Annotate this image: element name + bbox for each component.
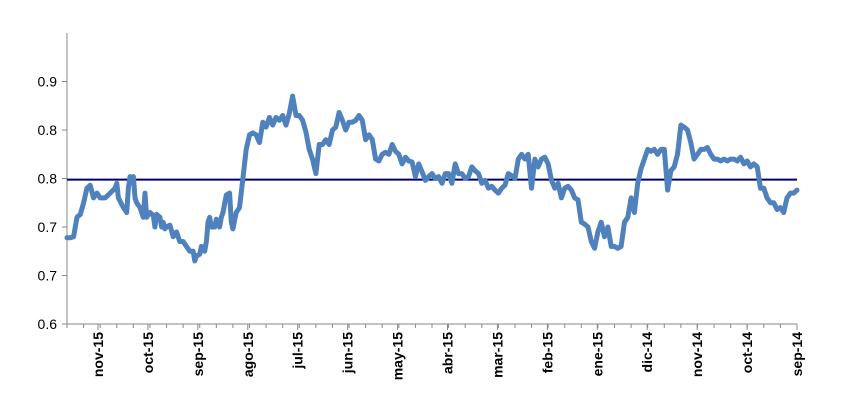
x-tick-label: oct-15 bbox=[140, 332, 156, 373]
x-tick-label: ago-15 bbox=[240, 332, 256, 377]
x-tick-label: dic-14 bbox=[639, 332, 655, 373]
x-tick-label: sep-15 bbox=[190, 332, 206, 377]
x-tick-label: mar-15 bbox=[489, 332, 505, 378]
x-tick-label: may-15 bbox=[390, 332, 406, 380]
x-tick-label: ene-15 bbox=[589, 332, 605, 377]
series-group bbox=[64, 93, 800, 264]
x-tick-label: nov-15 bbox=[90, 332, 106, 377]
y-axis: 0.6 0.7 0.7 0.8 0.8 0.9 bbox=[38, 33, 68, 332]
y-tick-label: 0.6 bbox=[38, 316, 58, 332]
y-tick-label: 0.8 bbox=[38, 122, 58, 138]
x-tick-label: jul-15 bbox=[290, 332, 306, 370]
x-tick-label: nov-14 bbox=[689, 332, 705, 377]
x-tick-label: abr-15 bbox=[440, 332, 456, 374]
x-tick-label: jun-15 bbox=[340, 332, 356, 374]
y-tick-label: 0.8 bbox=[38, 171, 58, 187]
x-tick-label: feb-15 bbox=[539, 332, 555, 373]
y-tick-label: 0.7 bbox=[38, 268, 58, 284]
y-tick-label: 0.7 bbox=[38, 219, 58, 235]
x-axis: nov-15 oct-15 sep-15 ago-15 jul-15 jun-15 may-… bbox=[66, 323, 805, 380]
series-line bbox=[64, 93, 800, 264]
x-tick-label: oct-14 bbox=[739, 332, 755, 373]
y-tick-label: 0.9 bbox=[38, 74, 58, 90]
x-tick-label: sep-14 bbox=[789, 332, 805, 377]
